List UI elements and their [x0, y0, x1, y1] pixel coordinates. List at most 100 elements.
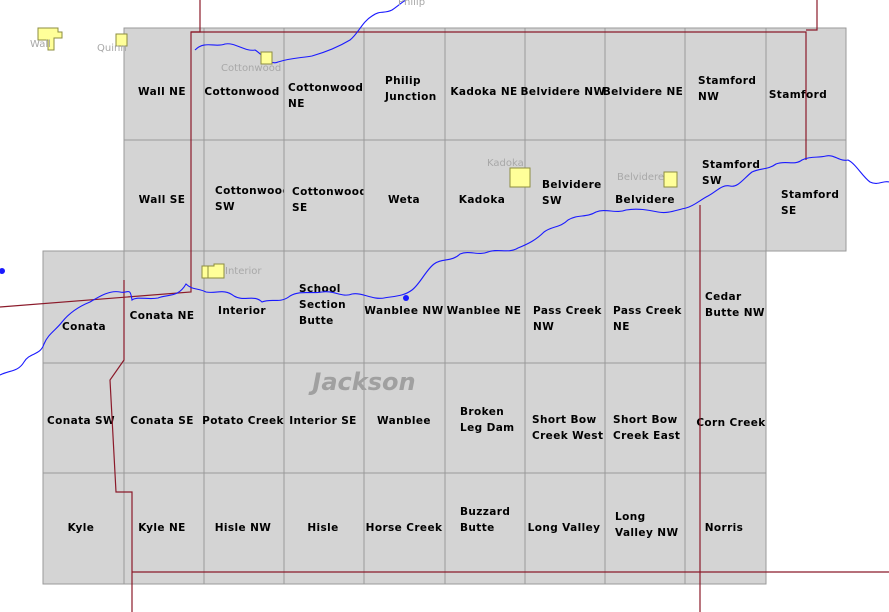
boundary-line	[109, 280, 133, 612]
quad-norris[interactable]	[684, 472, 767, 585]
quad-long-valley[interactable]	[524, 472, 606, 585]
town-label-quinn: Quinn	[97, 43, 127, 54]
quad-conata-ne[interactable]	[123, 250, 205, 364]
quad-interior-se[interactable]	[283, 362, 365, 474]
river	[0, 155, 889, 376]
quad-potato-creek[interactable]	[203, 362, 285, 474]
quad-label-broken-leg-dam: Broken Leg Dam	[460, 406, 515, 434]
quad-kadoka-ne[interactable]	[444, 27, 526, 141]
town-label-cottonwood: Cottonwood	[221, 63, 281, 74]
quad-label-belvidere-ne: Belvidere NE	[603, 86, 684, 98]
quad-label-cottonwood: Cottonwood	[204, 86, 279, 98]
town-label-wall: Wall	[30, 39, 51, 50]
quad-label-interior: Interior	[218, 305, 266, 317]
quad-stamford-sw[interactable]	[684, 139, 767, 252]
quad-label-philip-junction: Philip Junction	[384, 75, 437, 103]
quad-label-weta: Weta	[388, 194, 420, 206]
quadrangle-grid: Wall NE Cottonwood Cottonwood NE Philip Junct…	[42, 27, 847, 585]
quad-stamford-nw[interactable]	[684, 27, 767, 141]
quad-wanblee[interactable]	[363, 362, 446, 474]
quad-horse-creek[interactable]	[363, 472, 446, 585]
town-belvidere-marker	[663, 171, 678, 188]
quad-cottonwood-se[interactable]	[283, 139, 365, 252]
quad-kyle-ne[interactable]	[123, 472, 205, 585]
quad-label-pass-creek-nw: Pass Creek NW	[533, 305, 602, 333]
quad-label-kyle-ne: Kyle NE	[138, 522, 185, 534]
town-wall-marker	[37, 27, 63, 51]
quad-label-wanblee-ne: Wanblee NE	[447, 305, 522, 317]
quad-label-wall-ne: Wall NE	[138, 86, 186, 98]
quad-label-conata: Conata	[62, 321, 106, 333]
quad-label-short-bow-creek-west: Short Bow Creek West	[532, 414, 603, 442]
quad-label-stamford: Stamford	[769, 89, 827, 101]
town-quinn-marker	[115, 33, 128, 47]
quad-label-conata-ne: Conata NE	[130, 310, 195, 322]
quad-label-stamford-nw: Stamford NW	[698, 75, 756, 103]
quad-school-section-butte[interactable]	[283, 250, 365, 364]
quad-label-wanblee: Wanblee	[377, 415, 431, 427]
quad-label-hisle: Hisle	[307, 522, 338, 534]
quad-conata[interactable]	[42, 250, 125, 364]
quad-weta[interactable]	[363, 139, 446, 252]
quad-wall-ne[interactable]	[123, 27, 205, 141]
quad-label-wanblee-nw: Wanblee NW	[364, 305, 443, 317]
quad-belvidere-nw[interactable]	[524, 27, 606, 141]
quad-label-conata-se: Conata SE	[130, 415, 194, 427]
quad-short-bow-creek-west[interactable]	[524, 362, 606, 474]
quad-label-kyle: Kyle	[68, 522, 95, 534]
quad-label-cedar-butte-nw: Cedar Butte NW	[705, 291, 765, 319]
quad-wanblee-ne[interactable]	[444, 250, 526, 364]
quad-cottonwood-sw[interactable]	[203, 139, 285, 252]
quad-cedar-butte-nw[interactable]	[684, 250, 767, 364]
quad-label-wall-se: Wall SE	[139, 194, 186, 206]
quad-label-cottonwood-ne: Cottonwood NE	[288, 82, 363, 110]
quad-label-stamford-sw: Stamford SW	[702, 159, 760, 187]
town-label-interior: Interior	[225, 266, 262, 277]
quad-long-valley-nw[interactable]	[604, 472, 686, 585]
county-label: Jackson	[308, 368, 415, 396]
quad-belvidere[interactable]	[604, 139, 686, 252]
quad-belvidere-sw[interactable]	[524, 139, 606, 252]
quad-label-long-valley-nw: Long Valley NW	[615, 511, 678, 539]
boundary-line	[806, 0, 818, 31]
quad-label-belvidere-sw: Belvidere SW	[542, 179, 602, 207]
quad-label-cottonwood-sw: Cottonwood SW	[215, 185, 290, 213]
quad-pass-creek-ne[interactable]	[604, 250, 686, 364]
town-label-philip: Philip	[398, 0, 425, 8]
quad-cottonwood-ne[interactable]	[283, 27, 365, 141]
quad-philip-junction[interactable]	[363, 27, 446, 141]
quad-kadoka[interactable]	[444, 139, 526, 252]
quad-kyle[interactable]	[42, 472, 125, 585]
town-kadoka-marker	[509, 167, 531, 188]
quad-label-cottonwood-se: Cottonwood SE	[292, 186, 367, 214]
quad-broken-leg-dam[interactable]	[444, 362, 526, 474]
quad-label-buzzard-butte: Buzzard Butte	[460, 506, 510, 534]
towns: Wall Quinn Cottonwood Kadoka Belvidere I…	[30, 0, 678, 279]
quad-buzzard-butte[interactable]	[444, 472, 526, 585]
quad-label-belvidere-nw: Belvidere NW	[521, 86, 606, 98]
quad-label-norris: Norris	[705, 522, 744, 534]
quad-wanblee-nw[interactable]	[363, 250, 446, 364]
water-point	[0, 268, 5, 274]
quad-label-potato-creek: Potato Creek	[202, 415, 284, 427]
quad-cottonwood[interactable]	[203, 27, 285, 141]
quad-label-hisle-nw: Hisle NW	[215, 522, 272, 534]
quad-label-horse-creek: Horse Creek	[366, 522, 443, 534]
water-point	[403, 295, 409, 301]
quad-label-stamford-se: Stamford SE	[781, 189, 839, 217]
quad-label-belvidere: Belvidere	[615, 194, 675, 206]
quad-label-corn-creek: Corn Creek	[696, 417, 766, 429]
river	[194, 0, 407, 64]
quad-belvidere-ne[interactable]	[604, 27, 686, 141]
quad-pass-creek-nw[interactable]	[524, 250, 606, 364]
quad-hisle-nw[interactable]	[203, 472, 285, 585]
quad-label-pass-creek-ne: Pass Creek NE	[613, 305, 682, 333]
quad-label-long-valley: Long Valley	[528, 522, 601, 534]
town-label-belvidere: Belvidere	[617, 172, 664, 183]
quad-label-kadoka: Kadoka	[459, 194, 505, 206]
quad-label-kadoka-ne: Kadoka NE	[450, 86, 517, 98]
town-cottonwood-marker	[260, 51, 273, 65]
quad-hisle[interactable]	[283, 472, 365, 585]
